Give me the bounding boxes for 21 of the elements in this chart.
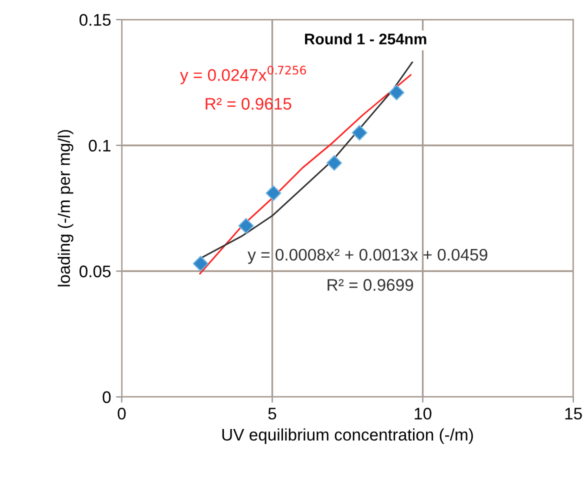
x-axis-title: UV equilibrium concentration (-/m) <box>222 428 473 444</box>
y-tick-label: 0.1 <box>88 140 110 152</box>
point <box>326 155 342 171</box>
point <box>238 218 254 234</box>
text: Round 1 - 254nm <box>305 33 426 44</box>
annotation: R² = 0.9699 <box>328 279 414 291</box>
x-tick-label: 0 <box>118 408 126 420</box>
annotation: y = 0.0008x² + 0.0013x + 0.0459 <box>248 248 488 264</box>
annotation: R² = 0.9615 <box>206 98 292 110</box>
y-axis-title: loading (-/m per mg/l) <box>58 130 74 286</box>
point <box>352 124 368 141</box>
x-tick-label: 15 <box>565 408 582 420</box>
y-tick-label: 0.15 <box>80 14 111 26</box>
annotation: y = 0.0247x$^{0.7256}$ <box>180 66 306 84</box>
point <box>192 256 208 272</box>
point <box>388 84 404 100</box>
y-tick-label: 0.05 <box>80 266 111 278</box>
x-tick-label: 5 <box>268 408 276 420</box>
point <box>266 185 282 201</box>
y-tick-label: 0 <box>102 391 111 404</box>
x-tick-label: 10 <box>414 408 432 420</box>
